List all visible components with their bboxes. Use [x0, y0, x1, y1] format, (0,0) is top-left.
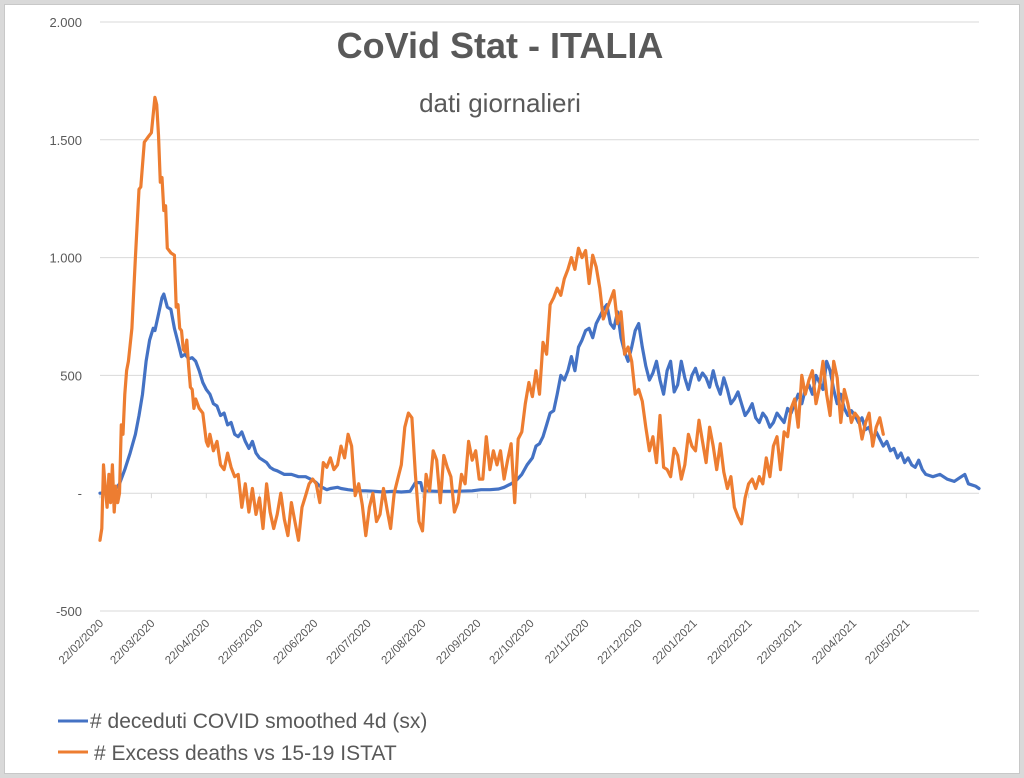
y-tick-label: - — [78, 486, 82, 501]
legend-label-deceduti: # deceduti COVID smoothed 4d (sx) — [90, 710, 427, 733]
legend-label-excess: # Excess deaths vs 15-19 ISTAT — [94, 742, 397, 765]
y-axis-ticks: 2.000 1.500 1.000 500 - -500 — [49, 15, 82, 619]
y-tick-label: 1.000 — [49, 251, 82, 266]
legend: # deceduti COVID smoothed 4d (sx) # Exce… — [58, 710, 427, 765]
x-tick-label: 22/12/2020 — [596, 618, 645, 667]
x-tick-label: 22/11/2020 — [543, 618, 592, 667]
x-tick-label: 22/08/2020 — [379, 618, 428, 667]
x-axis-ticks: 22/02/2020 22/03/2020 22/04/2020 22/05/2020… — [57, 493, 912, 667]
y-tick-label: -500 — [56, 604, 82, 619]
x-tick-label: 22/02/2020 — [57, 618, 106, 667]
chart-subtitle: dati giornalieri — [419, 88, 581, 118]
x-tick-label: 22/05/2020 — [216, 618, 265, 667]
y-tick-label: 1.500 — [49, 133, 82, 148]
y-tick-label: 2.000 — [49, 15, 82, 30]
x-tick-label: 22/10/2020 — [488, 618, 537, 667]
x-tick-label: 22/03/2021 — [755, 618, 804, 667]
x-tick-label: 22/01/2021 — [651, 618, 700, 667]
x-tick-label: 22/03/2020 — [108, 618, 157, 667]
y-tick-label: 500 — [60, 368, 82, 383]
x-tick-label: 22/06/2020 — [271, 618, 320, 667]
x-tick-label: 22/04/2020 — [163, 618, 212, 667]
series-line-1 — [98, 95, 885, 542]
x-tick-label: 22/09/2020 — [434, 618, 483, 667]
x-tick-label: 22/02/2021 — [706, 618, 755, 667]
series-group — [98, 95, 981, 542]
chart-title: CoVid Stat - ITALIA — [337, 25, 664, 66]
x-tick-label: 22/07/2020 — [325, 618, 374, 667]
x-tick-label: 22/04/2021 — [810, 618, 859, 667]
chart-frame — [4, 4, 1020, 774]
x-tick-label: 22/05/2021 — [863, 618, 912, 667]
